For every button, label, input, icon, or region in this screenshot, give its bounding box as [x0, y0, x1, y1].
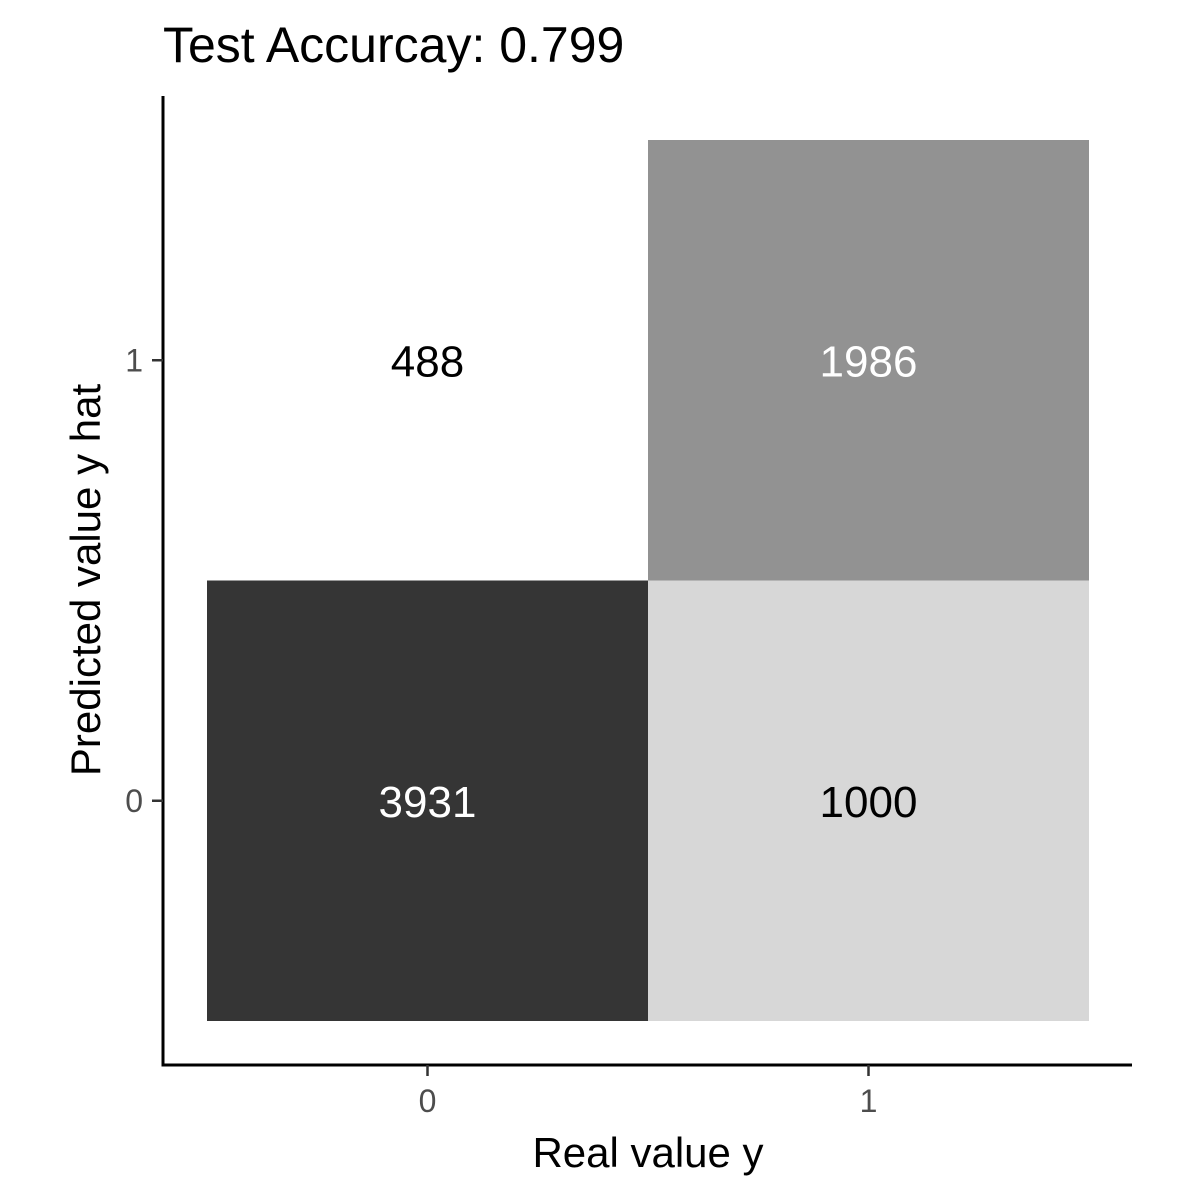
heatmap-cell-1-0	[648, 580, 1089, 1021]
cell-value-label: 1986	[820, 337, 918, 386]
cell-value-label: 3931	[379, 778, 477, 827]
x-axis-title: Real value y	[532, 1129, 763, 1176]
axes: 0 1 0 1	[125, 96, 1132, 1119]
heatmap-cells: 488 1986 3931 1000	[207, 140, 1089, 1021]
y-tick-label: 1	[125, 342, 143, 378]
cell-value-label: 1000	[820, 778, 918, 827]
cell-value-label: 488	[391, 337, 464, 386]
heatmap-cell-0-0	[207, 580, 648, 1021]
x-tick-label: 1	[860, 1083, 878, 1119]
heatmap-cell-0-1	[207, 140, 648, 581]
y-axis-title: Predicted value y hat	[62, 384, 109, 777]
chart-title: Test Accurcay: 0.799	[163, 17, 624, 73]
y-tick-label: 0	[125, 783, 143, 819]
x-tick-label: 0	[419, 1083, 437, 1119]
heatmap-cell-1-1	[648, 140, 1089, 581]
